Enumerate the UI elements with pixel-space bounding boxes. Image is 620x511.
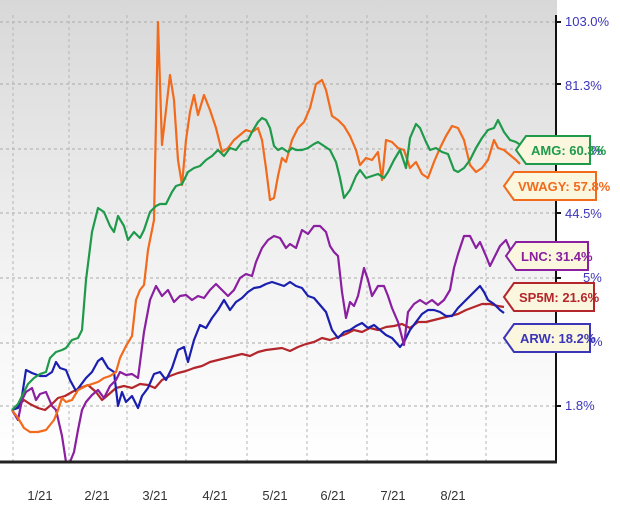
y-tick-label: 81.3% [565,78,602,93]
x-tick-label: 1/21 [27,488,52,503]
plot-area [0,0,557,463]
tag-lnc-label: LNC: 31.4% [521,249,593,264]
tag-arw: ARW: 18.2% [502,323,596,353]
x-tick-label: 6/21 [320,488,345,503]
x-axis-labels: 1/21 2/21 3/21 4/21 5/21 6/21 7/21 8/21 [27,488,465,503]
x-tick-label: 2/21 [84,488,109,503]
y-tick-label: 44.5% [565,206,602,221]
series-line-vwagy [11,20,521,434]
tag-vwagy-label: VWAGY: 57.8% [518,179,611,194]
series-lines [11,20,533,464]
series-value-tags: AMG: 60.3% VWAGY: 57.8% LNC: 31.4% SP5M:… [502,135,611,353]
tag-sp5m: SP5M: 21.6% [502,282,600,312]
x-tick-label: 7/21 [380,488,405,503]
x-tick-label: 4/21 [202,488,227,503]
y-tick-label: % [591,143,603,158]
tag-amg: AMG: 60.3% [514,135,607,165]
series-line-arw [11,280,505,412]
x-tick-label: 3/21 [142,488,167,503]
y-axis-labels: 103.0% 81.3% % 44.5% 5% % 1.8% [565,14,610,413]
tag-arw-label: ARW: 18.2% [520,331,596,346]
tag-amg-label: AMG: 60.3% [531,143,607,158]
y-tick-label: 103.0% [565,14,610,29]
series-line-lnc [11,224,533,464]
tag-lnc: LNC: 31.4% [504,241,593,271]
y-tick-label: 1.8% [565,398,595,413]
x-tick-label: 5/21 [262,488,287,503]
series-line-amg [11,116,523,411]
tag-sp5m-label: SP5M: 21.6% [519,290,600,305]
y-tick-label: % [591,334,603,349]
tag-vwagy: VWAGY: 57.8% [502,171,611,201]
x-tick-label: 8/21 [440,488,465,503]
y-tick-label: 5% [583,270,602,285]
